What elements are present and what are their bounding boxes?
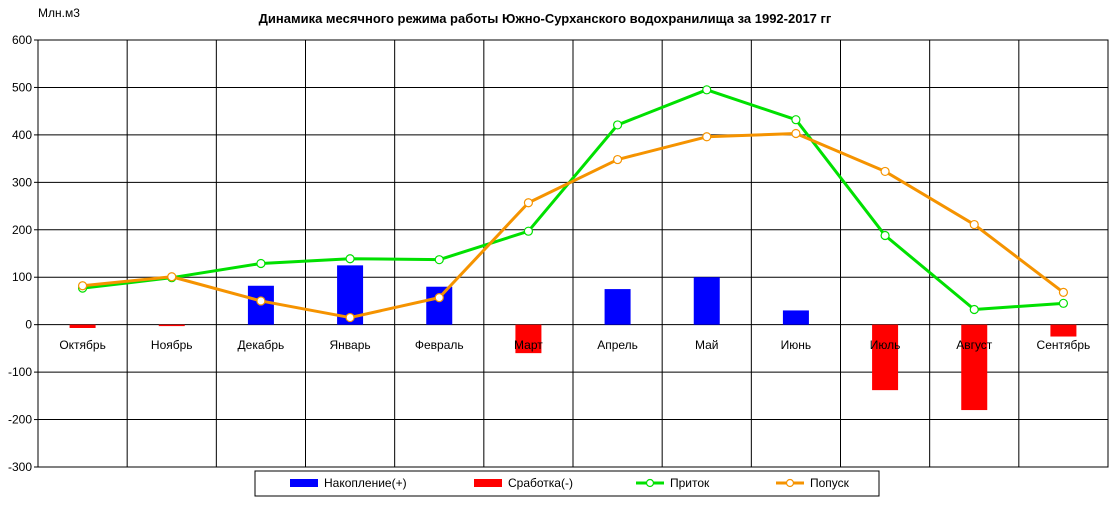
y-tick-label: 500: [12, 80, 32, 94]
series-point: [612, 154, 623, 165]
x-tick-label: Сентябрь: [1037, 338, 1091, 352]
series-point: [523, 198, 534, 208]
series-point: [345, 312, 355, 323]
x-tick-label: Май: [695, 338, 719, 352]
y-axis-label: Млн.м3: [38, 6, 80, 20]
legend-marker: [785, 478, 795, 488]
bar: [426, 286, 453, 325]
x-tick-label: Февраль: [415, 338, 464, 352]
grid: [34, 39, 1108, 468]
bars: [69, 265, 1077, 411]
legend-box: [254, 470, 880, 497]
bar: [69, 324, 96, 328]
y-tick-label: -300: [8, 460, 32, 474]
series-point: [345, 254, 355, 264]
x-tick-label: Март: [514, 338, 543, 352]
x-tick-labels: Октябрь Ноябрь Декабрь Январь Февраль Март Апр…: [59, 338, 1090, 352]
legend-marker: [645, 478, 655, 488]
legend-swatch: [290, 479, 318, 487]
series-point: [702, 132, 712, 142]
bar: [693, 277, 720, 325]
legend-label: Попуск: [810, 476, 850, 490]
series-point: [167, 272, 177, 282]
y-tick-label: 400: [12, 128, 32, 142]
y-tick-label: 100: [12, 270, 32, 284]
series-point: [791, 128, 801, 139]
x-tick-label: Июль: [870, 338, 901, 352]
bar: [515, 324, 542, 354]
legend-label: Приток: [670, 476, 710, 490]
series-point: [969, 219, 979, 230]
series-point: [523, 226, 534, 236]
y-tick-label: 300: [12, 175, 32, 189]
y-tick-labels: 600 500 400 300 200 100 0 -100 -200 -300: [8, 33, 32, 474]
y-tick-label: -100: [8, 365, 32, 379]
series-point: [434, 293, 444, 303]
y-tick-label: -200: [8, 413, 32, 427]
y-tick-label: 0: [25, 318, 32, 332]
x-tick-label: Август: [956, 338, 993, 352]
bar: [961, 324, 988, 411]
x-tick-label: Январь: [330, 338, 371, 352]
series-point: [1058, 298, 1069, 308]
bar: [604, 289, 631, 325]
series-point: [77, 281, 88, 291]
legend-label: Накопление(+): [324, 476, 407, 490]
x-tick-label: Апрель: [597, 338, 638, 352]
series-point: [880, 230, 890, 241]
chart-title: Динамика месячного режима работы Южно-Су…: [259, 11, 832, 26]
series-point: [256, 258, 266, 269]
series-line: [82, 131, 1065, 320]
bar: [1050, 324, 1077, 337]
bar: [158, 324, 185, 327]
series-point: [880, 166, 890, 177]
x-tick-label: Июнь: [781, 338, 812, 352]
x-tick-label: Октябрь: [59, 338, 106, 352]
lines: [77, 85, 1069, 323]
series-point: [434, 255, 444, 265]
legend-swatch: [474, 479, 502, 487]
y-tick-label: 600: [12, 33, 32, 47]
legend-label: Сработка(-): [508, 476, 573, 490]
bar: [872, 324, 899, 391]
y-tick-label: 200: [12, 223, 32, 237]
series-point: [702, 85, 712, 95]
series-point: [969, 304, 979, 315]
series-point: [1058, 287, 1069, 298]
series-line: [82, 88, 1064, 311]
legend: Накопление(+) Сработка(-) Приток Попуск: [254, 470, 880, 497]
series-point: [256, 296, 266, 306]
x-tick-label: Декабрь: [238, 338, 285, 352]
series-point: [612, 120, 623, 130]
x-tick-label: Ноябрь: [151, 338, 193, 352]
bar: [782, 310, 809, 325]
series-point: [791, 115, 801, 125]
